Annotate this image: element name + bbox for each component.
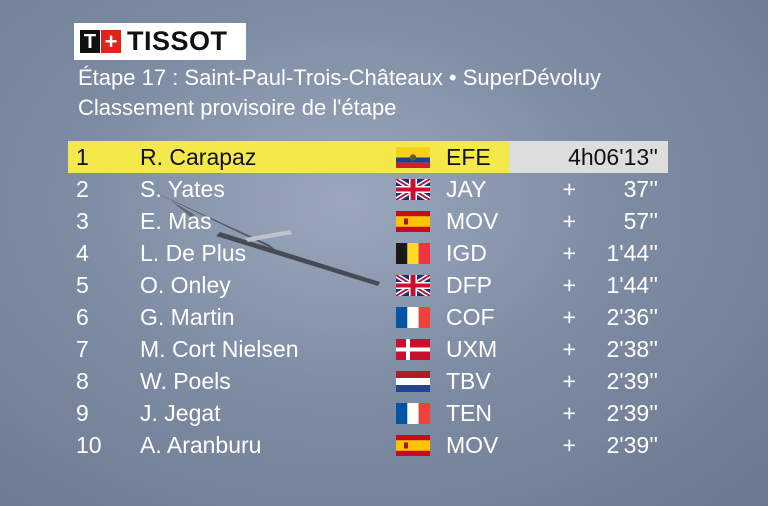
france-flag xyxy=(396,307,430,328)
time-gap: 2'36'' xyxy=(606,304,658,330)
result-row: 9 J. Jegat TEN +2'39'' xyxy=(68,397,668,429)
winning-time: 4h06'13'' xyxy=(568,144,658,170)
team-code: MOV xyxy=(446,432,499,458)
team-code: TEN xyxy=(446,400,492,426)
classification-title: Classement provisoire de l'étape xyxy=(78,95,397,120)
rider-name: L. De Plus xyxy=(140,240,247,266)
gap-plus-sign: + xyxy=(562,368,576,394)
time-gap: 1'44'' xyxy=(606,240,658,266)
spain-flag xyxy=(396,435,430,456)
gap-plus-sign: + xyxy=(562,304,576,330)
result-row: 8 W. Poels TBV +2'39'' xyxy=(68,365,668,397)
result-row: 3 E. Mas MOV +57'' xyxy=(68,205,668,237)
rider-name: A. Aranburu xyxy=(140,432,262,458)
time-gap: 2'38'' xyxy=(606,336,658,362)
team-code: TBV xyxy=(446,368,491,394)
time-gap: 2'39'' xyxy=(606,432,658,458)
team-code: JAY xyxy=(446,176,487,202)
gap-plus-sign: + xyxy=(562,240,576,266)
rank: 3 xyxy=(76,208,89,234)
result-row: 6 G. Martin COF +2'36'' xyxy=(68,301,668,333)
rider-name: W. Poels xyxy=(140,368,231,394)
time-gap: 2'39'' xyxy=(606,400,658,426)
logo-t-letter: T xyxy=(80,30,100,53)
result-row: 5 O. Onley DFP +1'44'' xyxy=(68,269,668,301)
time-gap: 37'' xyxy=(623,176,658,202)
tissot-logo-mark: T + xyxy=(80,30,121,53)
gap-plus-sign: + xyxy=(562,432,576,458)
rank: 8 xyxy=(76,368,89,394)
team-code: MOV xyxy=(446,208,499,234)
uk-flag xyxy=(396,275,430,296)
results-table: 1 R. Carapaz EFE 4h06'13'' 2 S. Yates JAY +37''… xyxy=(68,141,668,461)
denmark-flag xyxy=(396,339,430,360)
time-gap: 57'' xyxy=(623,208,658,234)
rider-name: S. Yates xyxy=(140,176,225,202)
rider-name: E. Mas xyxy=(140,208,212,234)
uk-flag xyxy=(396,179,430,200)
result-row: 2 S. Yates JAY +37'' xyxy=(68,173,668,205)
gap-plus-sign: + xyxy=(562,208,576,234)
team-code: IGD xyxy=(446,240,487,266)
rider-name: G. Martin xyxy=(140,304,235,330)
stage-title: Étape 17 : Saint-Paul-Trois-Châteaux • S… xyxy=(78,65,601,90)
spain-flag xyxy=(396,211,430,232)
result-row: 10 A. Aranburu MOV +2'39'' xyxy=(68,429,668,461)
ecuador-flag xyxy=(396,147,430,168)
france-flag xyxy=(396,403,430,424)
glider-plane-background xyxy=(150,190,380,286)
rank: 10 xyxy=(76,432,102,458)
time-gap: 1'44'' xyxy=(606,272,658,298)
rider-name: J. Jegat xyxy=(140,400,221,426)
swiss-cross-icon: + xyxy=(101,30,121,53)
rank: 1 xyxy=(76,144,89,170)
team-code: UXM xyxy=(446,336,498,362)
rank: 7 xyxy=(76,336,89,362)
brand-name: TISSOT xyxy=(127,26,228,56)
rank: 9 xyxy=(76,400,89,426)
time-gap: 2'39'' xyxy=(606,368,658,394)
gap-plus-sign: + xyxy=(562,272,576,298)
leader-time-background xyxy=(509,141,668,173)
result-row: 7 M. Cort Nielsen UXM +2'38'' xyxy=(68,333,668,365)
rank: 2 xyxy=(76,176,89,202)
leader-row: 1 R. Carapaz EFE 4h06'13'' xyxy=(68,141,668,173)
gap-plus-sign: + xyxy=(562,336,576,362)
belgium-flag xyxy=(396,243,430,264)
rider-name: O. Onley xyxy=(140,272,231,298)
rank: 5 xyxy=(76,272,89,298)
gap-plus-sign: + xyxy=(562,400,576,426)
team-code: DFP xyxy=(446,272,492,298)
rider-name: R. Carapaz xyxy=(140,144,257,170)
rider-name: M. Cort Nielsen xyxy=(140,336,299,362)
result-row: 4 L. De Plus IGD +1'44'' xyxy=(68,237,668,269)
team-code: COF xyxy=(446,304,495,330)
team-code: EFE xyxy=(446,144,491,170)
netherlands-flag xyxy=(396,371,430,392)
gap-plus-sign: + xyxy=(562,176,576,202)
rank: 6 xyxy=(76,304,89,330)
rank: 4 xyxy=(76,240,89,266)
tissot-logo: T + TISSOT xyxy=(74,23,246,60)
